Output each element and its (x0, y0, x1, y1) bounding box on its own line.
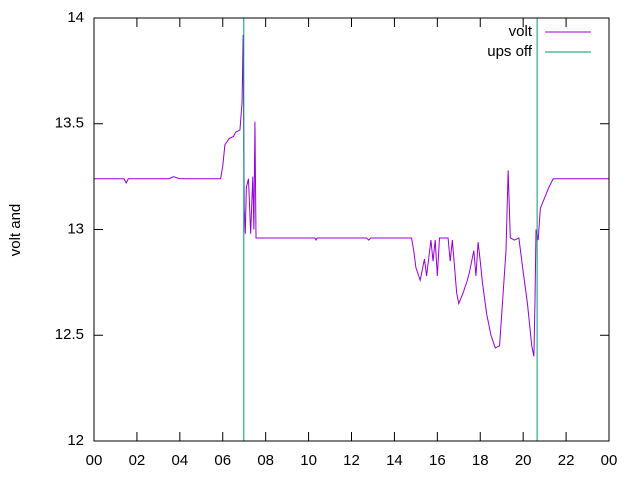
y-tick-label: 13.5 (55, 115, 84, 132)
x-tick-label: 14 (386, 452, 403, 469)
x-tick-label: 04 (171, 452, 188, 469)
x-tick-label: 20 (515, 452, 532, 469)
series-line (243, 18, 538, 441)
y-tick-label: 13 (67, 220, 84, 237)
y-tick-label: 12 (67, 432, 84, 449)
x-tick-label: 08 (257, 452, 274, 469)
x-tick-label: 18 (472, 452, 489, 469)
x-tick-label: 16 (429, 452, 446, 469)
series-line (94, 34, 609, 357)
y-tick-label: 12.5 (55, 326, 84, 343)
plot-border (93, 17, 610, 442)
legend-label: volt (509, 23, 533, 40)
legend-label: ups off (487, 43, 533, 60)
x-tick-label: 00 (86, 452, 103, 469)
x-tick-label: 00 (601, 452, 618, 469)
y-axis-label: volt and (7, 204, 24, 257)
x-tick-label: 12 (343, 452, 360, 469)
x-tick-label: 06 (214, 452, 231, 469)
x-tick-label: 10 (300, 452, 317, 469)
y-tick-label: 14 (67, 9, 84, 26)
x-tick-label: 22 (558, 452, 575, 469)
x-tick-label: 02 (129, 452, 146, 469)
